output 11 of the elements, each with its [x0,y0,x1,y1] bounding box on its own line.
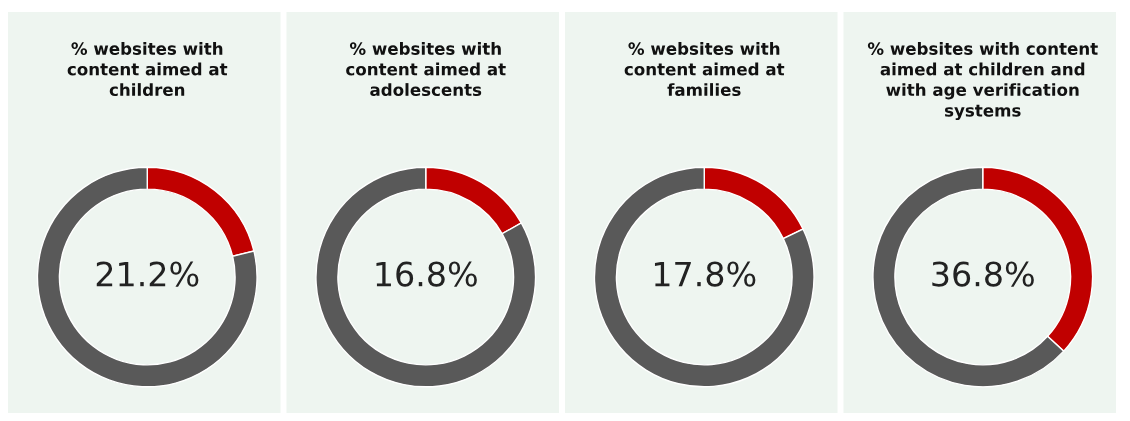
donut-slice [315,166,537,388]
data-label: 21.2% [96,261,199,287]
chart-title: % websites with content aimed at children and with age verification systems [867,42,1098,121]
chart-title: % websites with content aimed at children [67,42,228,97]
chart-title: % websites with content aimed at adolescents [346,42,506,97]
data-label: 36.8% [932,261,1034,287]
data-label: 16.8% [376,261,477,287]
data-label: 17.8% [654,261,756,287]
chart-title: % websites with content aimed at families [624,42,785,97]
donut-slice [593,166,815,388]
donut-slice [36,166,258,388]
